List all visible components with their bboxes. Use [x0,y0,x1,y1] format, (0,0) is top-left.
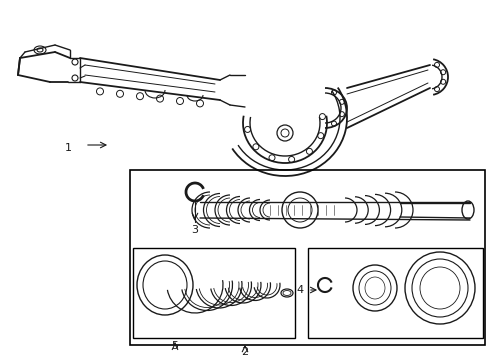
Bar [308,248,483,338]
Text: 4: 4 [296,285,304,295]
Text: 1: 1 [65,143,72,153]
Text: 5: 5 [172,341,178,351]
Bar [130,170,485,345]
Text: 2: 2 [242,347,248,357]
Bar [133,248,295,338]
Text: 3: 3 [192,225,198,235]
